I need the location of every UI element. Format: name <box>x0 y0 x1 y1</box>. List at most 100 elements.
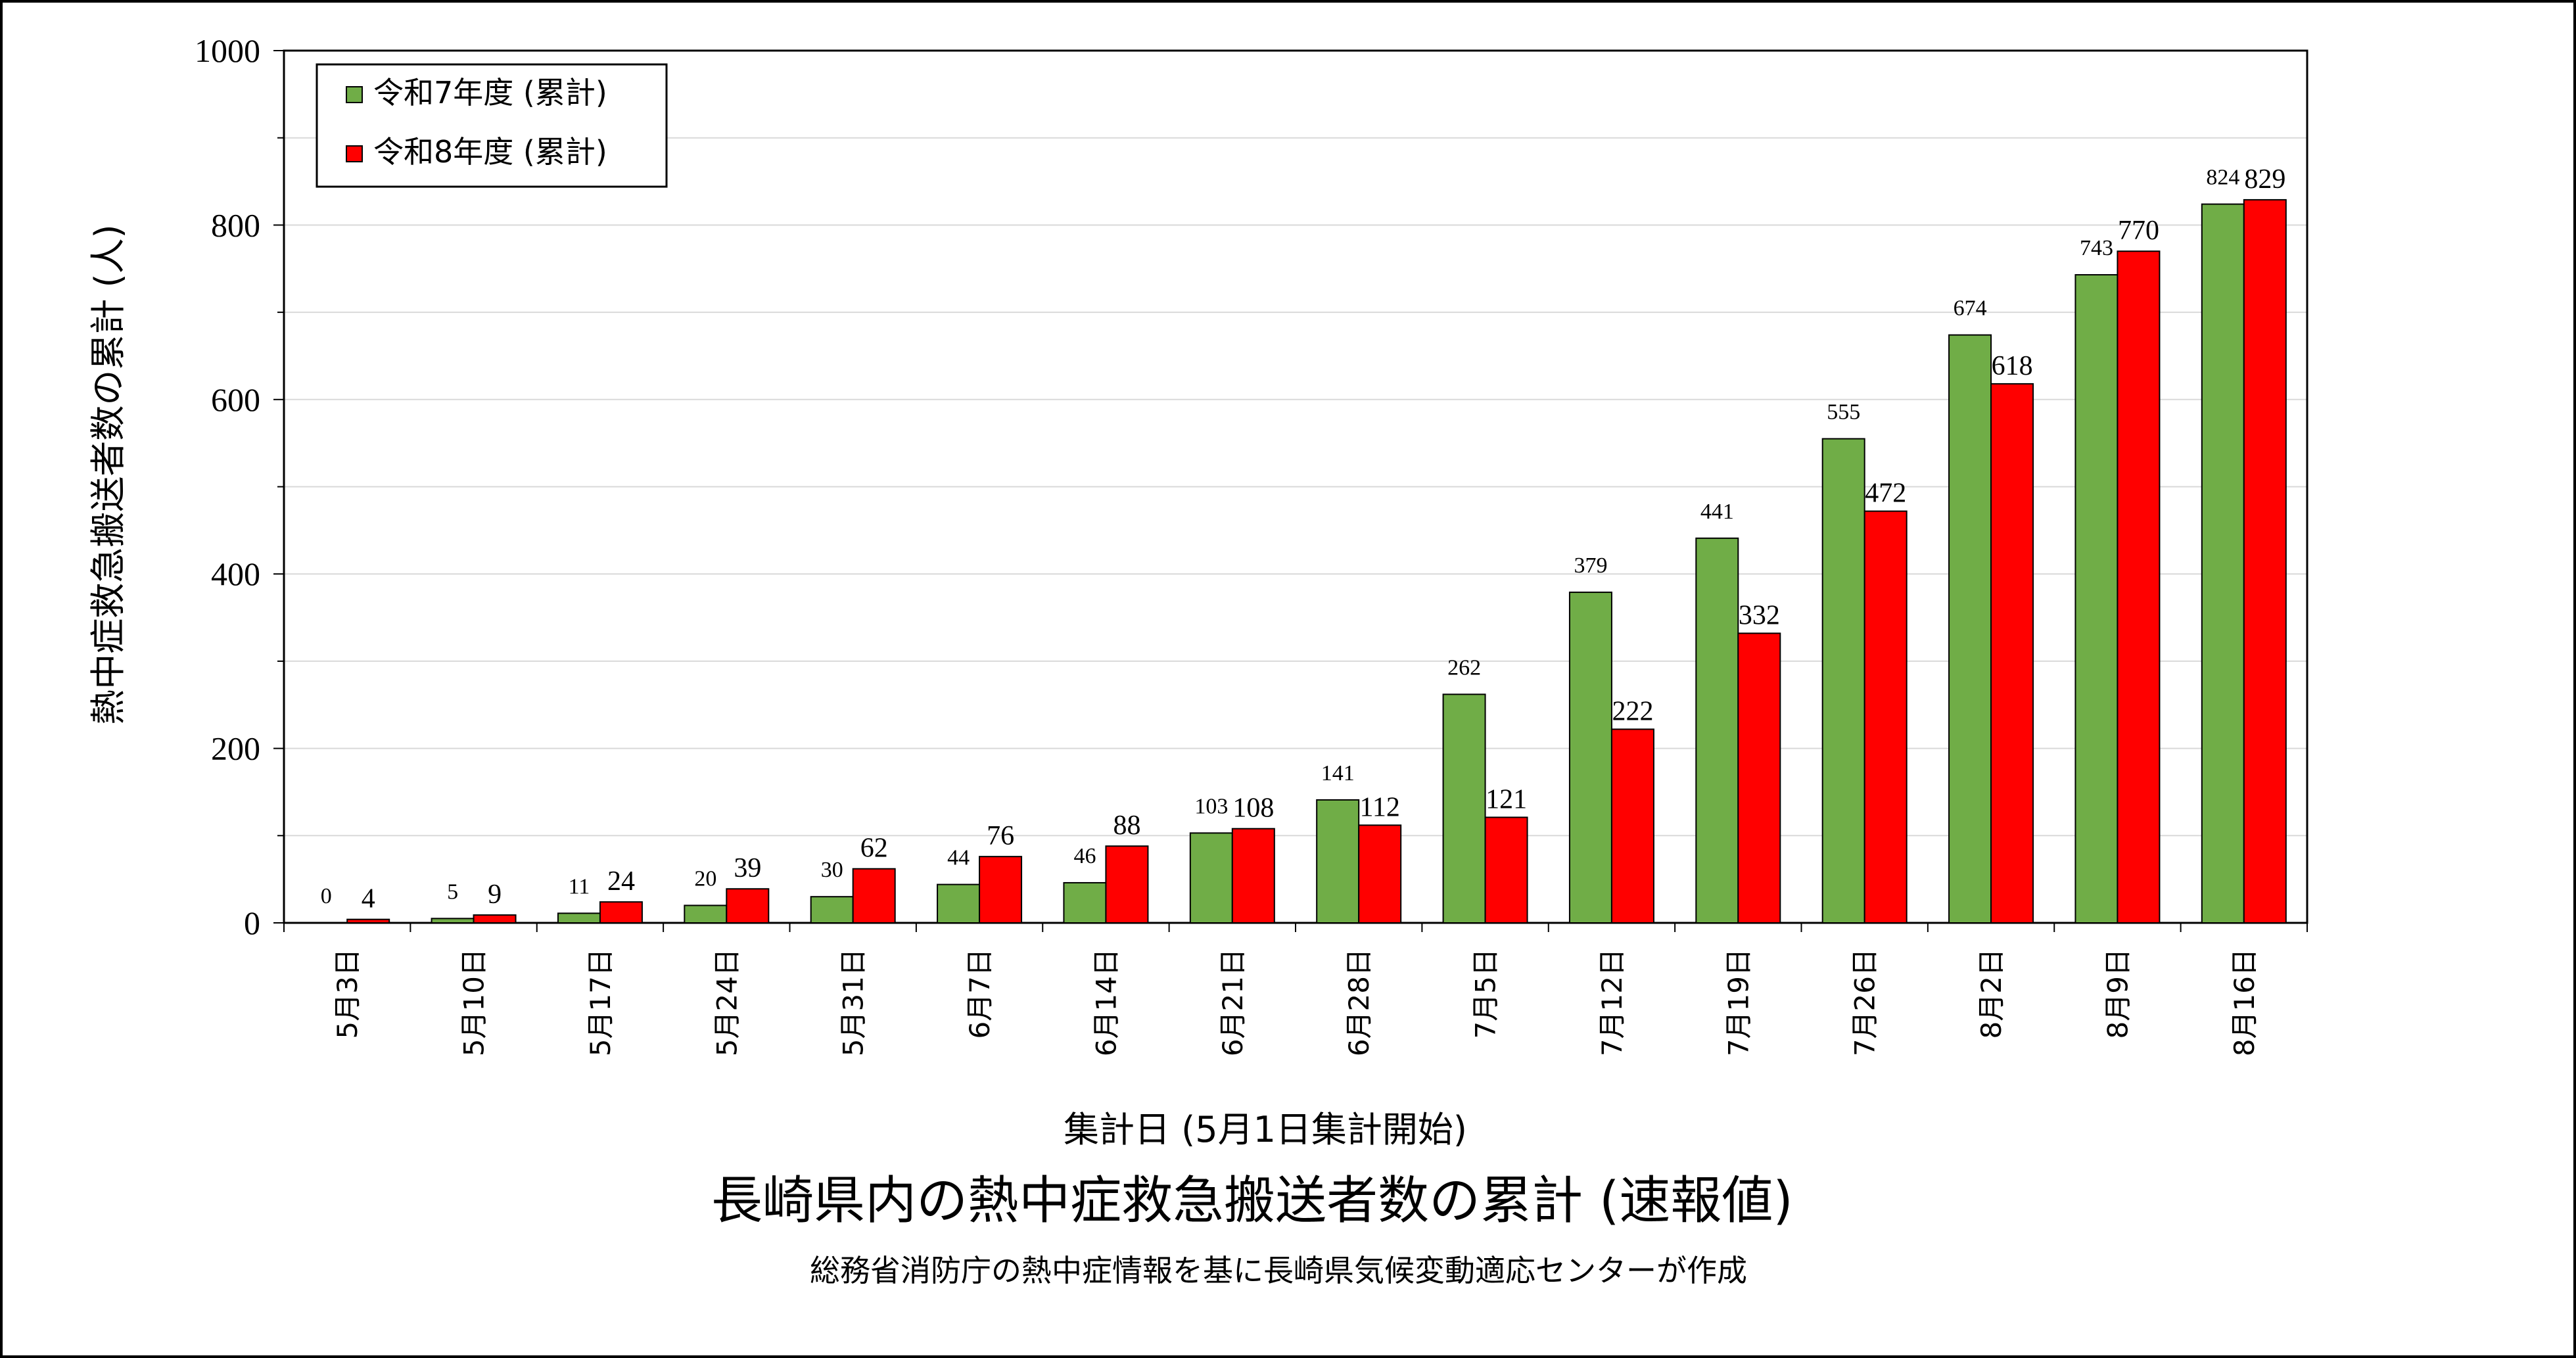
data-label-series-2: 76 <box>987 821 1014 851</box>
bar-series-2 <box>1610 728 1654 924</box>
x-tick-label: 7月12日 <box>1596 948 1628 1056</box>
bar-series-2 <box>473 914 517 924</box>
bar-series-1 <box>1948 334 1992 924</box>
data-label-series-2: 24 <box>607 866 635 897</box>
data-label-series-1: 262 <box>1447 655 1481 680</box>
bar-series-1 <box>557 912 601 924</box>
x-tick-label: 5月31日 <box>837 948 870 1056</box>
bar-series-1 <box>810 896 854 924</box>
x-axis: 5月3日 5月10日 5月17日 5月24日 5月31日 6月7日 6月14日 6月21日 6月… <box>283 923 2308 1056</box>
data-label-series-1: 743 <box>2080 236 2113 260</box>
legend-box <box>316 63 668 188</box>
data-label-series-1: 11 <box>569 874 590 899</box>
y-tick-label: 1000 <box>195 32 260 69</box>
bar-series-2 <box>1484 816 1528 924</box>
y-tick-label: 800 <box>211 206 260 243</box>
bar-series-1 <box>1063 881 1107 924</box>
data-label-series-2: 222 <box>1612 696 1653 726</box>
data-label-series-1: 0 <box>321 884 332 908</box>
x-tick-label: 5月24日 <box>711 948 743 1056</box>
data-label-series-1: 141 <box>1321 761 1355 785</box>
data-label-series-2: 112 <box>1359 792 1399 822</box>
bar-series-2 <box>2117 250 2161 924</box>
data-label-series-1: 44 <box>947 846 970 870</box>
legend-swatch-series-1 <box>346 86 363 103</box>
legend-swatch-series-2 <box>346 145 363 162</box>
bar-series-2 <box>1231 828 1275 924</box>
data-label-series-2: 332 <box>1739 600 1780 630</box>
x-tick-label: 7月19日 <box>1722 948 1754 1056</box>
data-label-series-2: 39 <box>734 853 761 883</box>
bar-series-1 <box>2201 203 2245 924</box>
bar-series-2 <box>1358 824 1402 924</box>
data-label-series-1: 824 <box>2206 166 2239 190</box>
data-label-series-1: 46 <box>1073 844 1096 868</box>
bar-series-1 <box>1695 537 1739 924</box>
bar-series-1 <box>1568 592 1612 924</box>
bar-series-1 <box>1442 693 1486 924</box>
bar-series-2 <box>1990 383 2034 924</box>
data-label-series-1: 103 <box>1194 794 1228 818</box>
chart-subtitle: 総務省消防庁の熱中症情報を基に長崎県気候変動適応センターが作成 <box>810 1253 1747 1288</box>
legend-label-series-1: 令和7年度 (累計) <box>373 75 607 110</box>
data-label-series-1: 5 <box>447 879 458 904</box>
x-tick-label: 6月7日 <box>964 948 996 1039</box>
chart-title: 長崎県内の熱中症救急搬送者数の累計 (速報値) <box>711 1171 1793 1230</box>
data-label-series-1: 674 <box>1954 296 1987 321</box>
bar-series-2 <box>1105 845 1149 924</box>
y-axis: 0 200 400 600 800 1000 <box>195 32 284 941</box>
data-label-series-1: 30 <box>821 858 843 882</box>
data-label-series-2: 618 <box>1992 351 2033 381</box>
bar-series-2 <box>852 868 896 924</box>
data-label-series-2: 4 <box>362 884 375 914</box>
x-tick-label: 7月5日 <box>1470 948 1502 1039</box>
data-label-series-1: 379 <box>1574 553 1607 578</box>
y-tick-label: 0 <box>244 904 260 941</box>
data-label-series-2: 9 <box>488 879 502 910</box>
bar-series-1 <box>937 883 981 924</box>
data-label-series-2: 88 <box>1113 810 1140 841</box>
bar-series-1 <box>1316 799 1360 924</box>
y-tick-label: 200 <box>211 730 260 767</box>
x-tick-label: 6月21日 <box>1217 948 1249 1056</box>
x-axis-title: 集計日 (5月1日集計開始) <box>1064 1109 1467 1150</box>
data-label-series-2: 770 <box>2118 216 2159 246</box>
x-tick-label: 6月28日 <box>1343 948 1375 1056</box>
bar-series-2 <box>726 888 770 924</box>
bar-series-1 <box>431 918 475 924</box>
data-label-series-1: 20 <box>694 866 716 891</box>
data-label-series-2: 829 <box>2244 164 2285 195</box>
x-tick-label: 8月9日 <box>2101 948 2134 1039</box>
x-tick-label: 8月2日 <box>1975 948 2007 1039</box>
data-label-series-2: 121 <box>1486 784 1527 814</box>
x-tick-label: 5月17日 <box>584 948 617 1056</box>
bar-series <box>346 199 2287 924</box>
data-label-series-1: 555 <box>1827 400 1860 425</box>
bar-series-2 <box>1863 510 1908 924</box>
legend-label-series-2: 令和8年度 (累計) <box>373 134 607 170</box>
bar-series-2 <box>979 856 1023 924</box>
bar-series-2 <box>346 918 390 924</box>
data-label-series-2: 108 <box>1232 793 1274 824</box>
bar-series-1 <box>2074 274 2119 924</box>
y-tick-label: 400 <box>211 555 260 592</box>
x-tick-label: 7月26日 <box>1849 948 1881 1056</box>
data-label-series-2: 472 <box>1865 479 1906 509</box>
data-label-series-2: 62 <box>860 833 888 864</box>
x-tick-label: 6月14日 <box>1090 948 1122 1056</box>
x-tick-label: 5月3日 <box>331 948 363 1039</box>
bar-series-2 <box>1737 632 1781 924</box>
data-label-series-1: 441 <box>1700 500 1734 524</box>
bar-series-1 <box>1189 832 1233 924</box>
y-tick-label: 600 <box>211 381 260 418</box>
y-axis-title: 熱中症救急搬送者数の累計 (人) <box>87 224 129 724</box>
x-tick-label: 8月16日 <box>2228 948 2260 1056</box>
bar-series-1 <box>684 904 728 924</box>
legend: 令和7年度 (累計) 令和8年度 (累計) <box>316 63 668 188</box>
bar-series-1 <box>1821 438 1865 924</box>
bar-series-2 <box>2243 199 2287 924</box>
x-tick-label: 5月10日 <box>458 948 490 1056</box>
bar-series-2 <box>599 901 643 924</box>
